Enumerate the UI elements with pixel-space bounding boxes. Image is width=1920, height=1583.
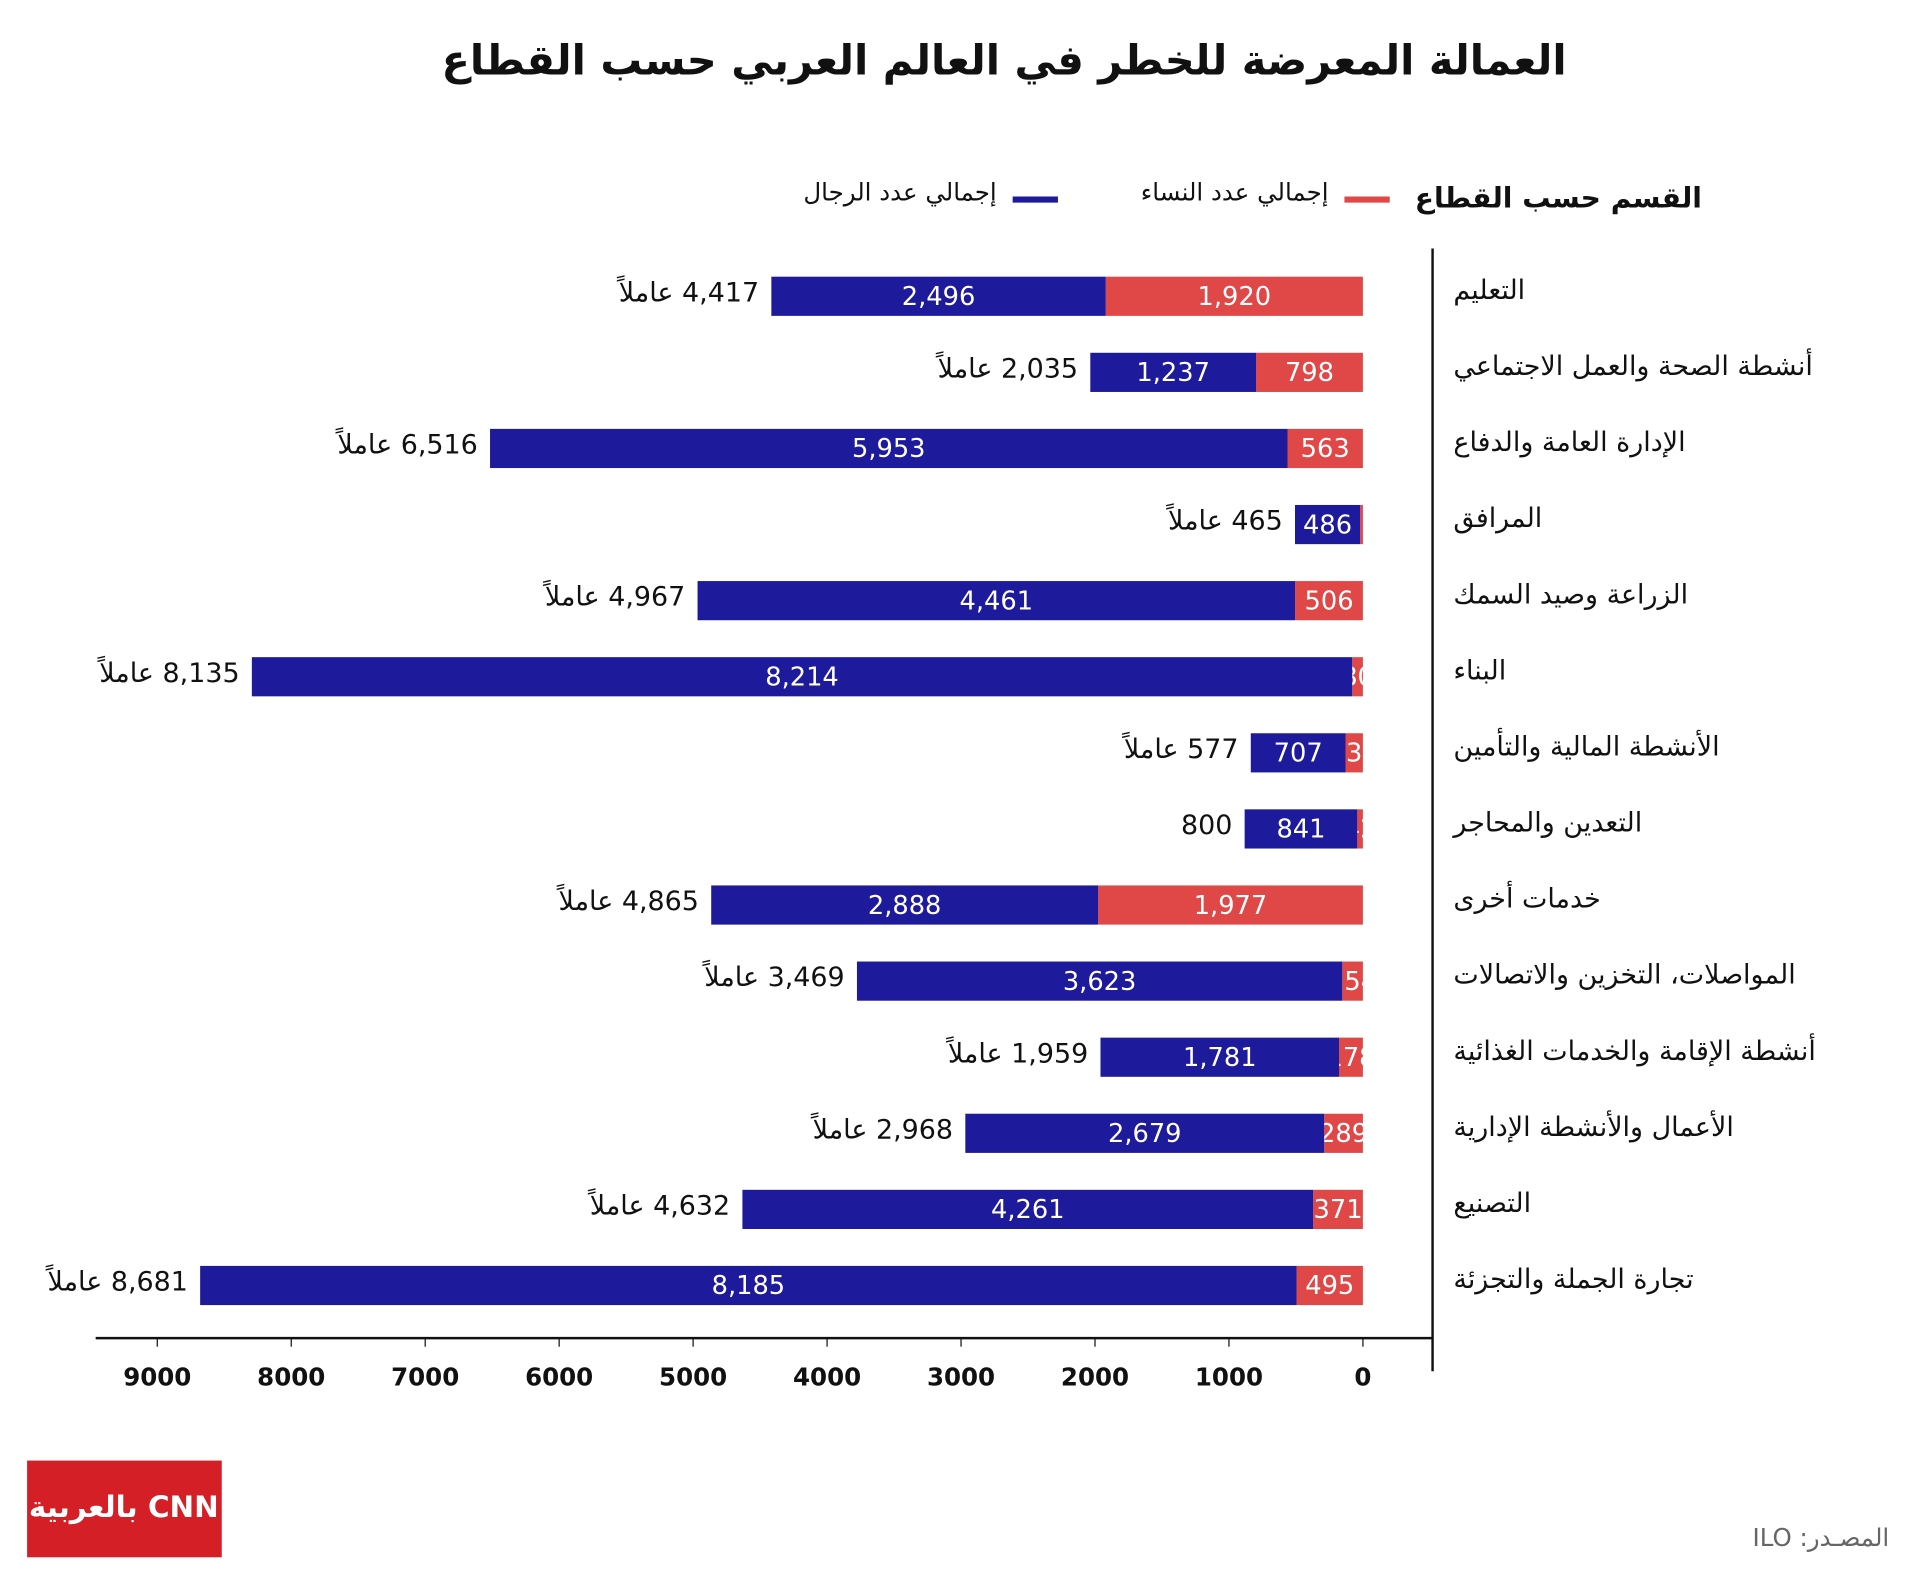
total-label: 4,417 عاملاً bbox=[616, 274, 759, 308]
category-label: المرافق bbox=[1453, 503, 1542, 534]
segment-label: 289 bbox=[1319, 1119, 1368, 1149]
segment-label: 2,496 bbox=[902, 282, 976, 312]
segment-label: 563 bbox=[1301, 434, 1350, 464]
legend-label: إجمالي عدد الرجال bbox=[803, 177, 996, 207]
total-label: 800 bbox=[1181, 810, 1232, 841]
total-label: 8,135 عاملاً bbox=[96, 655, 239, 689]
segment-label: 8,185 bbox=[712, 1271, 786, 1301]
bar-segment bbox=[1296, 1265, 1363, 1306]
bar-segment bbox=[1294, 504, 1361, 545]
bar-segment bbox=[1357, 809, 1363, 849]
category-label: التعليم bbox=[1453, 275, 1525, 306]
x-tick-label: 9000 bbox=[123, 1363, 191, 1392]
bar-segment bbox=[1339, 1037, 1363, 1077]
logo-text: CNN بالعربية bbox=[29, 1490, 219, 1524]
bar-segment bbox=[697, 581, 1296, 621]
category-label: أنشطة الصحة والعمل الاجتماعي bbox=[1453, 347, 1813, 382]
bar-segment bbox=[1244, 809, 1358, 849]
bar-segment bbox=[1100, 1037, 1340, 1077]
segment-label: 4,261 bbox=[991, 1195, 1065, 1225]
category-label: المواصلات، التخزين والاتصالات bbox=[1453, 960, 1795, 991]
bar-segment bbox=[1256, 352, 1363, 392]
segment-label: 371 bbox=[1314, 1195, 1363, 1225]
bar-segment bbox=[1287, 428, 1363, 469]
bar-segment bbox=[711, 885, 1099, 925]
x-tick-label: 8000 bbox=[257, 1363, 325, 1392]
axis-header: القسم حسب القطاع bbox=[1415, 182, 1702, 215]
segment-label: 506 bbox=[1305, 586, 1354, 616]
bar-segment bbox=[1342, 961, 1363, 1001]
segment-label: 1,977 bbox=[1194, 891, 1268, 921]
total-label: 6,516 عاملاً bbox=[335, 427, 478, 461]
x-tick-label: 1000 bbox=[1195, 1363, 1263, 1392]
segment-label: 1,237 bbox=[1136, 358, 1210, 388]
category-label: الزراعة وصيد السمك bbox=[1453, 579, 1688, 610]
category-label: خدمات أخرى bbox=[1453, 880, 1600, 915]
bar-segment bbox=[771, 276, 1106, 316]
legend-label: إجمالي عدد النساء bbox=[1141, 177, 1329, 207]
category-label: الأنشطة المالية والتأمين bbox=[1453, 726, 1719, 762]
bar-segment bbox=[1345, 733, 1363, 773]
x-tick-label: 6000 bbox=[525, 1363, 593, 1392]
total-label: 2,035 عاملاً bbox=[935, 350, 1078, 384]
bar-segment bbox=[965, 1113, 1325, 1153]
total-label: 2,968 عاملاً bbox=[810, 1111, 953, 1145]
total-label: 4,967 عاملاً bbox=[542, 579, 685, 613]
x-tick-label: 7000 bbox=[391, 1363, 459, 1392]
segment-label: 3,623 bbox=[1063, 967, 1137, 997]
x-tick-label: 5000 bbox=[659, 1363, 727, 1392]
bar-segment bbox=[251, 657, 1353, 697]
bar-segment bbox=[1295, 581, 1363, 621]
category-label: تجارة الجملة والتجزئة bbox=[1453, 1264, 1693, 1295]
bar-segment bbox=[490, 428, 1288, 469]
segment-label: 2,888 bbox=[868, 891, 942, 921]
segment-label: 841 bbox=[1276, 815, 1325, 845]
segment-label: 495 bbox=[1305, 1271, 1354, 1301]
segment-label: 2,679 bbox=[1108, 1119, 1182, 1149]
bar-segment bbox=[200, 1265, 1297, 1306]
bar-segment bbox=[1352, 657, 1363, 697]
bar-segment bbox=[856, 961, 1343, 1001]
logo bbox=[27, 1460, 222, 1558]
total-label: 4,632 عاملاً bbox=[587, 1188, 730, 1222]
category-label: الإدارة العامة والدفاع bbox=[1453, 427, 1685, 458]
total-label: 577 عاملاً bbox=[1121, 731, 1238, 765]
chart-title: العمالة المعرضة للخطر في العالم العربي ح… bbox=[442, 36, 1567, 86]
bar-segment bbox=[1105, 276, 1363, 316]
total-label: 8,681 عاملاً bbox=[45, 1264, 188, 1298]
category-label: البناء bbox=[1453, 655, 1506, 686]
segment-label: 798 bbox=[1285, 358, 1334, 388]
x-tick-label: 3000 bbox=[927, 1363, 995, 1392]
x-tick-label: 0 bbox=[1354, 1363, 1371, 1392]
bar-segment bbox=[1313, 1189, 1363, 1229]
x-tick-label: 2000 bbox=[1061, 1363, 1129, 1392]
segment-label: 707 bbox=[1274, 739, 1323, 769]
bar-segment bbox=[1090, 352, 1257, 392]
segment-label: 8,214 bbox=[765, 662, 839, 692]
source: المصـدر: ILO bbox=[1752, 1523, 1889, 1552]
category-label: التعدين والمحاجر bbox=[1451, 808, 1642, 839]
category-label: التصنيع bbox=[1453, 1188, 1531, 1219]
category-label: أنشطة الإقامة والخدمات الغذائية bbox=[1453, 1032, 1815, 1067]
segment-label: 486 bbox=[1303, 510, 1352, 540]
x-tick-label: 4000 bbox=[793, 1363, 861, 1392]
total-label: 3,469 عاملاً bbox=[702, 959, 845, 993]
bar-segment bbox=[1098, 885, 1363, 925]
bar-segment bbox=[1324, 1113, 1363, 1153]
total-label: 1,959 عاملاً bbox=[945, 1035, 1088, 1069]
segment-label: 4,461 bbox=[960, 586, 1034, 616]
bar-segment bbox=[1250, 733, 1346, 773]
total-label: 465 عاملاً bbox=[1165, 503, 1282, 537]
segment-label: 1,920 bbox=[1198, 282, 1272, 312]
segment-label: 1,781 bbox=[1183, 1043, 1257, 1073]
segment-label: 5,953 bbox=[852, 434, 926, 464]
total-label: 4,865 عاملاً bbox=[556, 883, 699, 917]
bar-segment bbox=[742, 1189, 1314, 1229]
category-label: الأعمال والأنشطة الإدارية bbox=[1453, 1109, 1733, 1143]
bar-segment bbox=[1360, 504, 1363, 545]
